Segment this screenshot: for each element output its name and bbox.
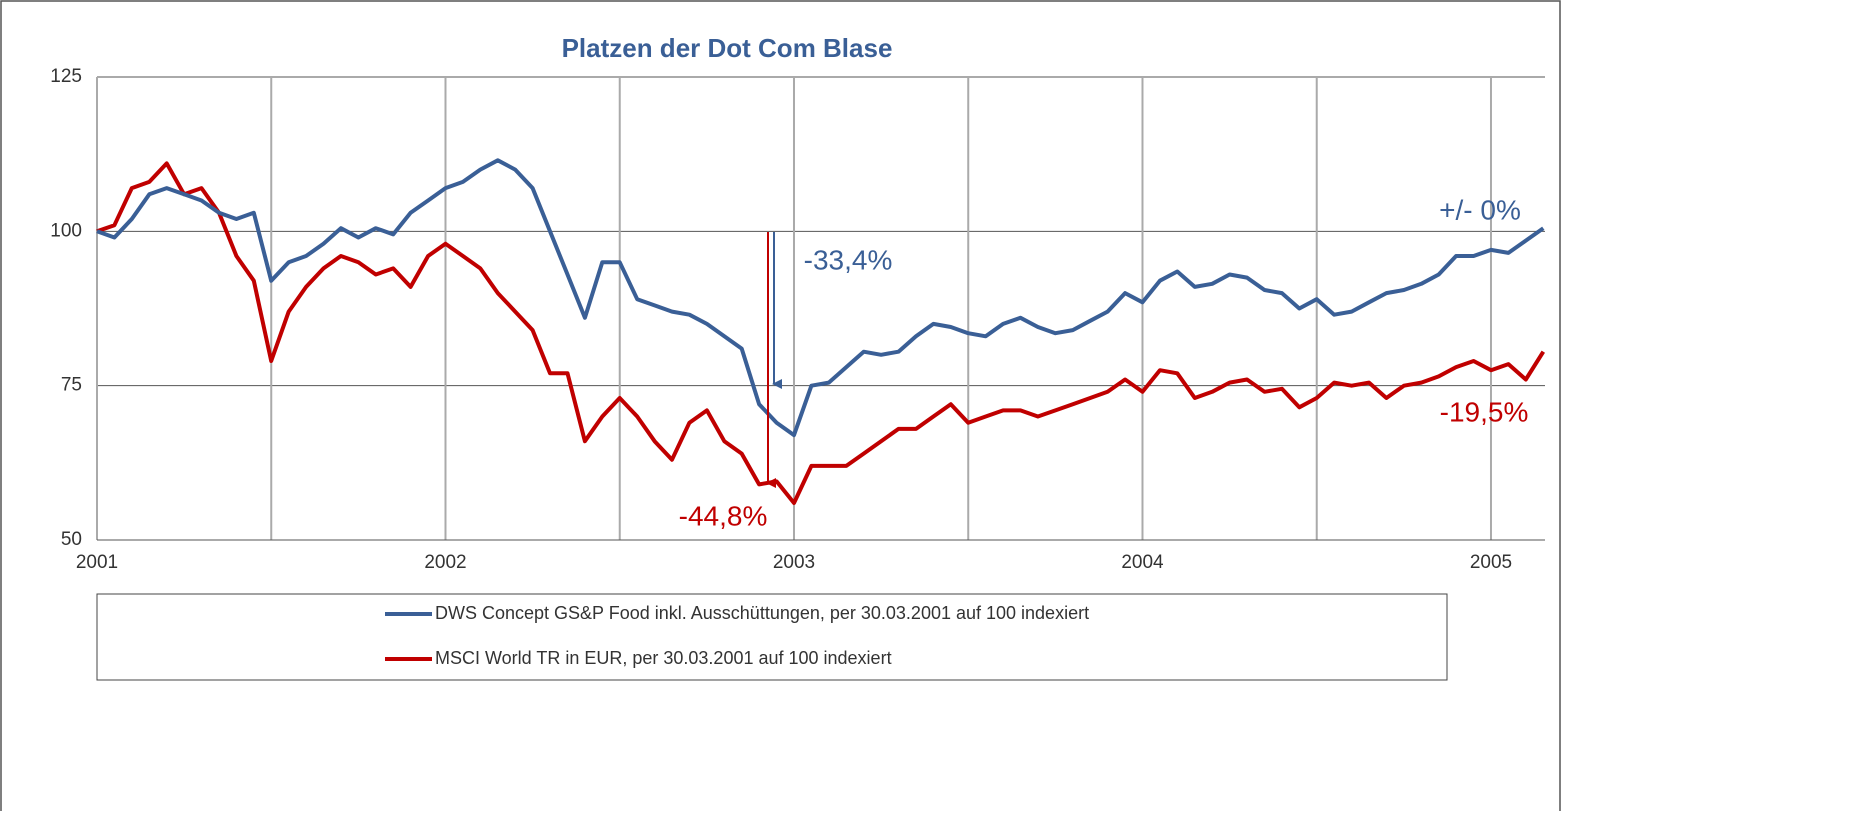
legend-label: MSCI World TR in EUR, per 30.03.2001 auf… xyxy=(435,648,892,668)
y-tick-label: 100 xyxy=(50,220,82,241)
lines xyxy=(96,158,1545,505)
annotation: -44,8% xyxy=(679,500,768,531)
annotation: -33,4% xyxy=(804,244,893,275)
legend: DWS Concept GS&P Food inkl. Ausschüttung… xyxy=(385,603,1089,668)
x-tick-label: 2001 xyxy=(76,552,118,573)
series-line xyxy=(96,158,1545,438)
x-tick-label: 2004 xyxy=(1121,552,1164,573)
y-tick-label: 75 xyxy=(61,375,82,396)
annotation: +/- 0% xyxy=(1439,194,1521,225)
legend-label: DWS Concept GS&P Food inkl. Ausschüttung… xyxy=(435,603,1089,623)
y-tick-label: 125 xyxy=(50,66,82,87)
legend-box xyxy=(96,593,1448,681)
series-line xyxy=(96,161,1545,505)
x-tick-label: 2005 xyxy=(1470,552,1512,573)
chart-frame xyxy=(0,0,1561,811)
x-tick-label: 2002 xyxy=(424,552,466,573)
annotation: -19,5% xyxy=(1440,396,1529,427)
chart-title: Platzen der Dot Com Blase xyxy=(562,33,893,63)
y-tick-label: 50 xyxy=(61,529,82,550)
x-tick-label: 2003 xyxy=(773,552,815,573)
